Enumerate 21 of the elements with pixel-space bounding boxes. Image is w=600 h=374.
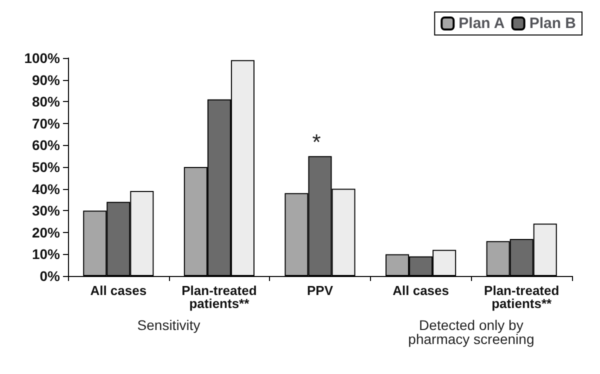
y-tick-label: 90%	[32, 72, 61, 88]
y-tick-label: 10%	[32, 246, 61, 262]
annotation: *	[312, 130, 322, 155]
x-tick-label: PPV	[306, 283, 334, 298]
y-tick-label: 30%	[32, 202, 61, 219]
legend-label: Plan B	[529, 15, 576, 32]
x-tick-label: All cases	[392, 283, 449, 298]
y-tick-label: 40%	[32, 180, 61, 197]
y-tick-label: 70%	[32, 115, 61, 132]
text: Detected only by pharmacy screening	[408, 317, 534, 347]
y-tick-label: 100%	[24, 50, 61, 66]
y-tick-label: 80%	[32, 94, 61, 110]
y-tick-label: 20%	[32, 224, 61, 240]
x-tick-label: Plan-treated patients**	[484, 283, 560, 311]
legend-label: Plan A	[458, 15, 505, 32]
x-tick-label: All cases	[90, 283, 147, 298]
y-tick-label: 0%	[40, 268, 61, 284]
y-tick-label: 50%	[32, 159, 61, 175]
x-tick-label: Plan-treated patients**	[182, 283, 257, 311]
text: Sensitivity	[137, 317, 200, 333]
y-tick-label: 60%	[32, 137, 61, 154]
